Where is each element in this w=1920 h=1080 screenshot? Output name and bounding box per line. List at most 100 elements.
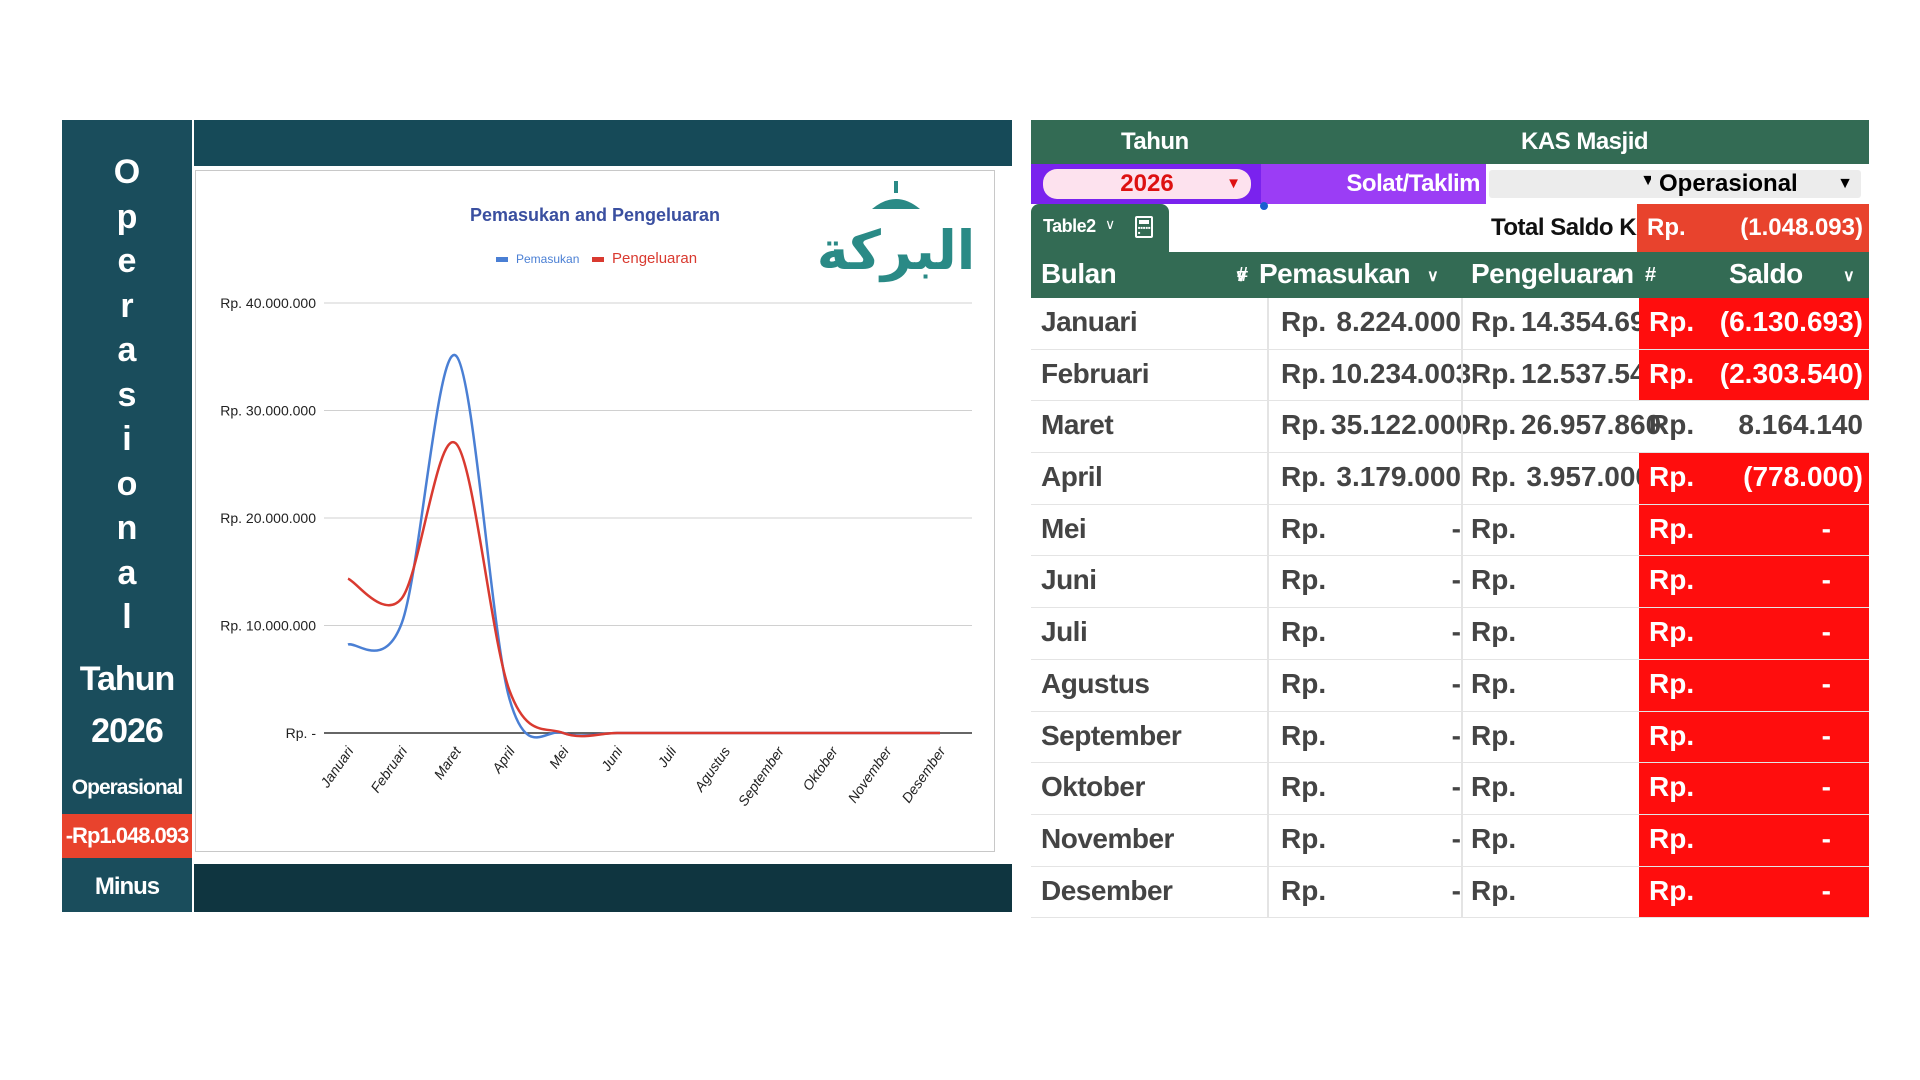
pengeluaran-cell: 26.957.860 bbox=[1521, 409, 1662, 441]
y-tick-label: Rp. 30.000.000 bbox=[220, 403, 316, 419]
saldo-cell: Rp. - bbox=[1639, 866, 1869, 918]
saldo-cell: Rp. 8.164.140 bbox=[1639, 401, 1869, 452]
month-cell: Juli bbox=[1041, 616, 1088, 648]
chevron-down-icon[interactable]: ∨ bbox=[1843, 268, 1855, 285]
saldo-value: 8.164.140 bbox=[1738, 409, 1863, 441]
pengeluaran-cell: 12.537.543 bbox=[1521, 357, 1662, 389]
currency-label: Rp. bbox=[1281, 616, 1327, 648]
currency-label: Rp. bbox=[1281, 306, 1327, 337]
category-dropdown[interactable]: Operasional ▼ bbox=[1651, 170, 1861, 198]
col-header-saldo[interactable]: Saldo bbox=[1729, 258, 1803, 289]
x-tick-label: Oktober bbox=[799, 742, 841, 793]
number-type-icon: # bbox=[1237, 264, 1248, 286]
chevron-down-icon[interactable]: ∨ bbox=[1235, 268, 1247, 285]
currency-label: Rp. bbox=[1281, 357, 1327, 389]
col-header-bulan[interactable]: Bulan bbox=[1041, 258, 1117, 289]
currency-label: Rp. bbox=[1281, 771, 1327, 803]
col-header-pengeluaran[interactable]: Pengeluaran bbox=[1471, 258, 1634, 289]
chevron-down-icon[interactable]: ∨ bbox=[1105, 216, 1116, 232]
currency-label: Rp. bbox=[1281, 461, 1327, 493]
column-divider bbox=[1267, 711, 1269, 763]
table-row[interactable]: Maret Rp. 35.122.000 Rp. 26.957.860 Rp. 8.164.… bbox=[1031, 401, 1869, 454]
column-divider bbox=[1461, 556, 1463, 608]
table-title-row: Tahun KAS Masjid bbox=[1031, 120, 1869, 164]
y-tick-label: Rp. 10.000.000 bbox=[220, 618, 316, 634]
table-row[interactable]: Januari Rp. 8.224.000 Rp. 14.354.693 Rp. (6.13… bbox=[1031, 298, 1869, 350]
category-dropdown-value: Operasional bbox=[1659, 170, 1798, 197]
vertical-letter: a bbox=[117, 331, 137, 369]
y-tick-label: Rp. - bbox=[286, 725, 317, 741]
column-divider bbox=[1461, 711, 1463, 763]
saldo-cell: Rp. - bbox=[1639, 814, 1869, 866]
currency-label: Rp. bbox=[1471, 667, 1517, 699]
year-dropdown[interactable]: 2026 ▼ bbox=[1043, 169, 1251, 199]
table-row[interactable]: Februari Rp. 10.234.003 Rp. 12.537.543 Rp. (2.… bbox=[1031, 349, 1869, 402]
x-tick-label: Januari bbox=[316, 743, 357, 791]
currency-label: Rp. bbox=[1281, 667, 1327, 699]
subcategory-dropdown[interactable]: ▼ bbox=[1489, 170, 1664, 198]
vertical-letter: a bbox=[117, 553, 137, 592]
dome-icon bbox=[872, 199, 920, 209]
x-tick-label: November bbox=[844, 742, 895, 805]
balance-status: Minus bbox=[94, 873, 160, 900]
x-tick-label: Desember bbox=[898, 742, 949, 805]
pemasukan-cell: - bbox=[1451, 822, 1461, 854]
saldo-cell: Rp. - bbox=[1639, 556, 1869, 608]
category-label: Operasional bbox=[71, 776, 183, 799]
currency-label: Rp. bbox=[1649, 822, 1695, 854]
chevron-down-icon[interactable]: ∨ bbox=[1427, 268, 1439, 285]
table-name: Table2 bbox=[1043, 216, 1096, 236]
table-tab[interactable]: Table2 ∨ bbox=[1031, 204, 1169, 252]
table-row[interactable]: April Rp. 3.179.000 Rp. 3.957.000 Rp. (778.000… bbox=[1031, 453, 1869, 505]
saldo-value: - bbox=[1821, 771, 1831, 803]
kas-title: KAS Masjid bbox=[1521, 128, 1649, 155]
month-cell: April bbox=[1041, 461, 1103, 493]
col-header-pemasukan[interactable]: Pemasukan bbox=[1259, 258, 1411, 289]
legend-swatch bbox=[592, 257, 604, 262]
currency-label: Rp. bbox=[1471, 461, 1517, 493]
currency-label: Rp. bbox=[1281, 512, 1327, 544]
line-chart: Pemasukan and Pengeluaran Pemasukan Pengel… bbox=[220, 181, 975, 809]
vertical-letter: p bbox=[116, 197, 138, 236]
saldo-cell: Rp. - bbox=[1639, 659, 1869, 711]
saldo-value: (778.000) bbox=[1743, 461, 1863, 493]
pemasukan-cell: - bbox=[1451, 719, 1461, 751]
total-balance-badge: -Rp1.048.093 bbox=[62, 814, 192, 858]
vertical-letter: o bbox=[116, 464, 138, 503]
dropdown-arrow-icon: ▼ bbox=[1226, 175, 1241, 192]
chevron-down-icon[interactable]: ∨ bbox=[1611, 268, 1623, 285]
column-divider bbox=[1267, 298, 1269, 349]
currency-label: Rp. bbox=[1649, 357, 1695, 389]
calculator-icon[interactable] bbox=[1135, 216, 1153, 238]
chart-header-bar bbox=[194, 120, 1012, 166]
pemasukan-cell: - bbox=[1451, 616, 1461, 648]
x-tick-label: April bbox=[488, 743, 518, 777]
column-divider bbox=[1461, 866, 1463, 918]
chart-container[interactable]: Pemasukan and Pengeluaran Pemasukan Pengel… bbox=[195, 170, 995, 852]
saldo-cell: Rp. (778.000) bbox=[1639, 453, 1869, 504]
pengeluaran-cell: 3.957.000 bbox=[1526, 461, 1651, 493]
vertical-letter: O bbox=[113, 153, 141, 191]
saldo-cell: Rp. (2.303.540) bbox=[1639, 349, 1869, 401]
chart-title: Pemasukan and Pengeluaran bbox=[470, 205, 720, 225]
column-divider bbox=[1267, 556, 1269, 608]
pemasukan-cell: 8.224.000 bbox=[1336, 306, 1461, 337]
selection-handle[interactable] bbox=[1260, 202, 1268, 210]
currency-label: Rp. bbox=[1647, 214, 1686, 241]
month-cell: November bbox=[1041, 822, 1174, 854]
series-line-pemasukan bbox=[347, 354, 940, 739]
currency-label: Rp. bbox=[1471, 771, 1517, 803]
month-cell: Juni bbox=[1041, 564, 1097, 596]
vertical-letter: n bbox=[116, 509, 138, 547]
month-cell: Mei bbox=[1041, 512, 1087, 544]
saldo-value: - bbox=[1821, 874, 1831, 906]
